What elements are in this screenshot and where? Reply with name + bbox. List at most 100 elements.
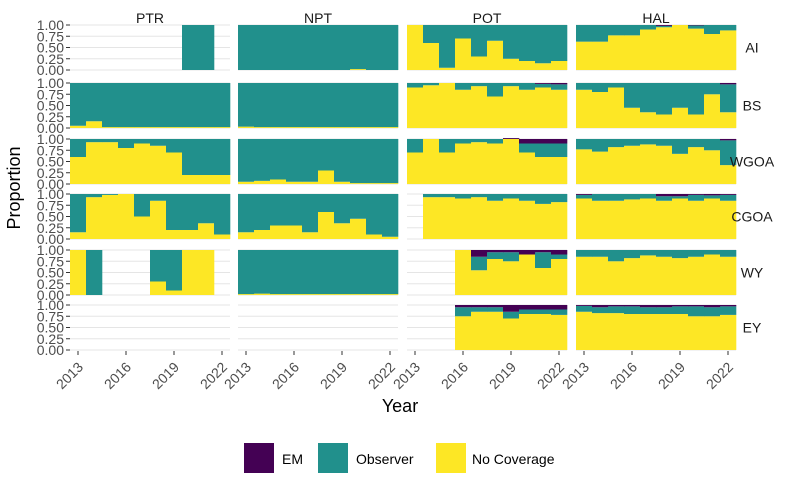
- y-tick-label: 1.00: [37, 17, 64, 33]
- bar-observer: [254, 250, 271, 294]
- bar-observer: [471, 25, 488, 57]
- bar-em: [576, 194, 593, 195]
- bar-no-coverage: [576, 149, 593, 184]
- bar-em: [704, 194, 721, 196]
- x-tick-label: 2019: [317, 359, 350, 392]
- bar-observer: [576, 83, 593, 90]
- bar-observer: [656, 83, 673, 115]
- panel-bs-ptr: [70, 82, 231, 129]
- bar-observer: [238, 25, 255, 70]
- bar-no-coverage: [198, 175, 215, 184]
- bar-em: [720, 305, 737, 307]
- bar-observer: [608, 194, 625, 201]
- bar-observer: [198, 25, 215, 70]
- bar-observer: [487, 139, 504, 144]
- bar-no-coverage: [503, 318, 520, 350]
- bar-no-coverage: [656, 145, 673, 184]
- y-tick-label: 0.00: [37, 120, 64, 136]
- column-strip-labels: PTR NPT POT HAL: [136, 10, 670, 26]
- bar-no-coverage: [439, 67, 456, 70]
- bar-no-coverage: [535, 63, 552, 70]
- bar-observer: [382, 25, 399, 70]
- bar-observer: [382, 194, 399, 237]
- bar-observer: [503, 83, 520, 87]
- bar-no-coverage: [238, 232, 255, 239]
- bar-em: [656, 305, 673, 308]
- panel-wy-ptr: [70, 249, 230, 296]
- legend-label-no-coverage: No Coverage: [472, 451, 555, 467]
- bar-observer: [423, 83, 440, 86]
- bar-observer: [535, 194, 552, 204]
- y-tick-label: 0.75: [37, 86, 64, 102]
- bar-observer: [86, 139, 103, 143]
- bar-observer: [150, 250, 167, 282]
- bar-observer: [672, 250, 689, 259]
- bar-observer: [471, 307, 488, 312]
- bar-no-coverage: [624, 199, 641, 239]
- panel-ai-hal: [576, 24, 737, 71]
- panel-wgoa-pot: [407, 138, 568, 185]
- bar-em: [688, 305, 705, 307]
- bar-no-coverage: [720, 314, 737, 350]
- bar-no-coverage: [656, 256, 673, 295]
- bar-no-coverage: [720, 200, 737, 239]
- y-tick-label: 1.00: [37, 297, 64, 313]
- bar-observer: [214, 194, 231, 235]
- bar-no-coverage: [182, 175, 199, 184]
- bar-observer: [334, 139, 351, 182]
- bar-no-coverage: [551, 89, 568, 128]
- bar-observer: [656, 307, 673, 314]
- bar-observer: [382, 139, 399, 184]
- bar-no-coverage: [350, 183, 367, 184]
- bar-observer: [576, 305, 593, 312]
- bar-observer: [640, 194, 657, 199]
- bar-no-coverage: [592, 41, 609, 70]
- bar-no-coverage: [382, 236, 399, 239]
- bar-em: [704, 305, 721, 308]
- bar-no-coverage: [286, 181, 303, 184]
- bar-no-coverage: [254, 230, 271, 239]
- bar-no-coverage: [519, 61, 536, 70]
- panel-cgoa-hal: [576, 193, 737, 240]
- panel-ey-ptr: [70, 304, 230, 351]
- bar-em: [576, 305, 593, 306]
- bar-observer: [350, 25, 367, 70]
- y-tick-label: 0.25: [37, 109, 64, 125]
- bar-observer: [656, 25, 673, 28]
- bar-observer: [166, 250, 183, 291]
- bar-observer: [624, 306, 641, 314]
- bar-em: [551, 305, 568, 310]
- row-label-ey: EY: [743, 320, 762, 336]
- bar-em: [551, 83, 568, 85]
- bar-em: [535, 83, 552, 84]
- bar-no-coverage: [286, 225, 303, 239]
- strip-label-pot: POT: [473, 10, 502, 26]
- bar-observer: [102, 139, 119, 143]
- bar-no-coverage: [270, 225, 287, 239]
- legend-swatch-em: [244, 443, 274, 473]
- bar-no-coverage: [407, 152, 424, 184]
- bar-observer: [286, 139, 303, 182]
- y-tick-label: 0.00: [37, 62, 64, 78]
- y-tick-label: 1.00: [37, 75, 64, 91]
- bar-no-coverage: [302, 181, 319, 184]
- y-tick-label: 0.50: [37, 40, 64, 56]
- bar-observer: [519, 143, 536, 153]
- bar-observer: [318, 194, 335, 212]
- bar-no-coverage: [576, 198, 593, 239]
- bar-no-coverage: [270, 179, 287, 184]
- bar-no-coverage: [439, 152, 456, 184]
- bar-no-coverage: [166, 127, 183, 128]
- bar-no-coverage: [487, 200, 504, 239]
- legend-swatch-observer: [318, 443, 348, 473]
- bar-observer: [656, 139, 673, 146]
- bar-observer: [407, 139, 424, 153]
- bar-no-coverage: [270, 127, 287, 128]
- bar-no-coverage: [535, 268, 552, 295]
- bar-no-coverage: [503, 86, 520, 128]
- bar-observer: [150, 139, 167, 146]
- bar-no-coverage: [302, 294, 319, 295]
- bar-no-coverage: [672, 25, 689, 70]
- bar-observer: [576, 25, 593, 42]
- bar-observer: [166, 83, 183, 128]
